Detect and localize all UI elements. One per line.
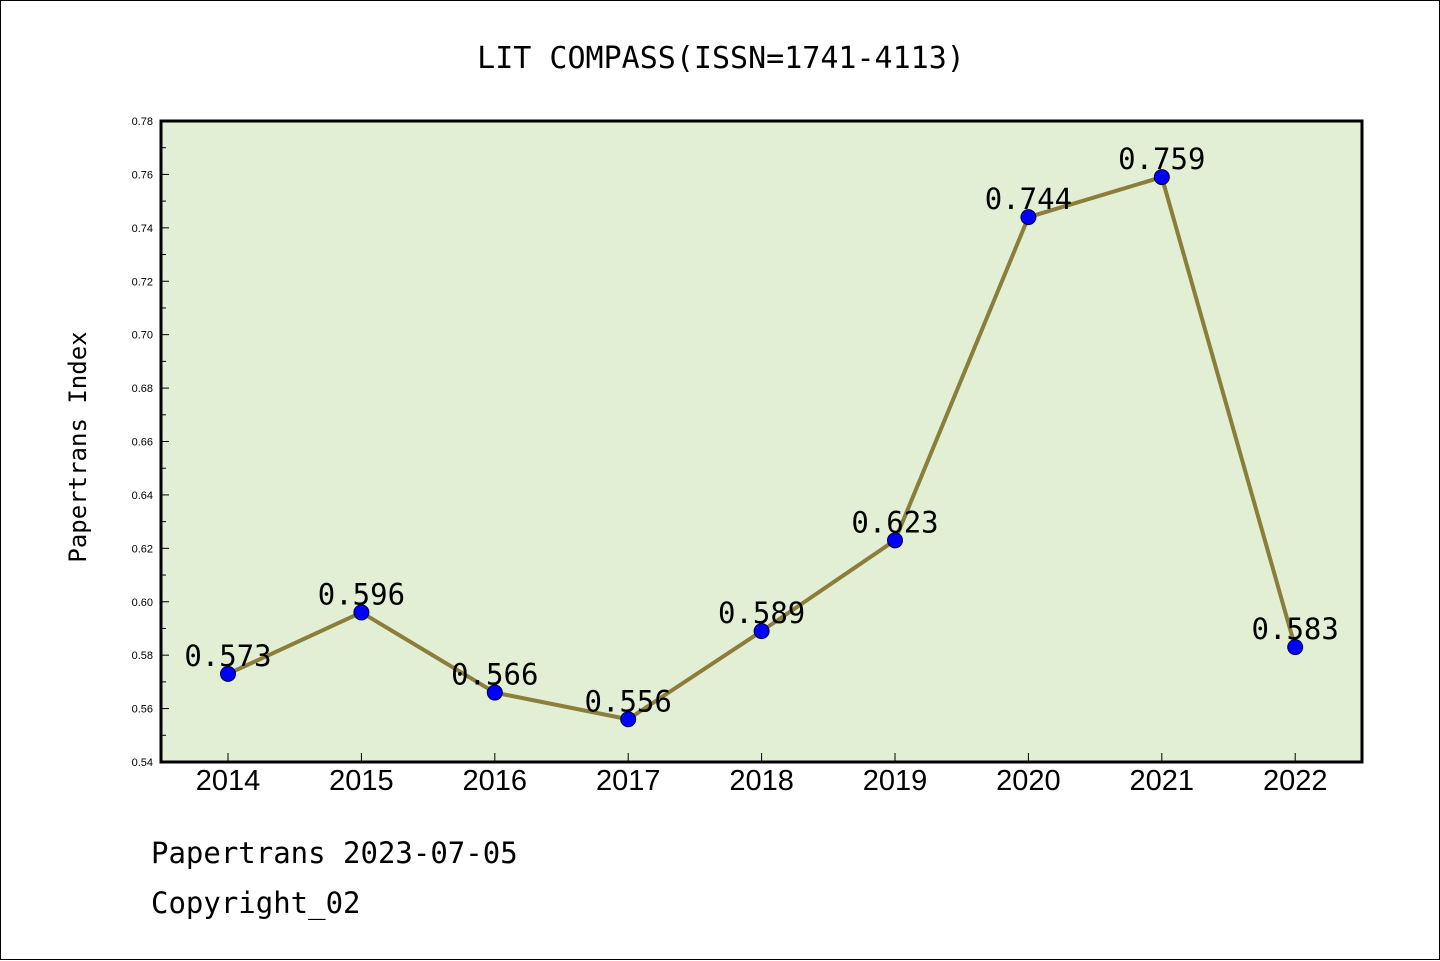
x-tick-label: 2022 bbox=[1263, 765, 1328, 797]
footer-date: Papertrans 2023-07-05 bbox=[151, 836, 518, 870]
data-point bbox=[1020, 209, 1037, 226]
x-tick-label: 2018 bbox=[729, 765, 794, 797]
data-point bbox=[220, 665, 236, 682]
data-point bbox=[620, 711, 637, 728]
chart-title: LIT COMPASS(ISSN=1741-4113) bbox=[477, 41, 965, 76]
data-label: 0.596 bbox=[318, 577, 405, 611]
series-markers bbox=[220, 169, 1304, 728]
y-tick-label: 0.70 bbox=[132, 330, 153, 342]
x-tick-label: 2015 bbox=[329, 765, 394, 797]
y-tick-label: 0.74 bbox=[132, 223, 153, 235]
x-tick-label: 2014 bbox=[196, 765, 261, 797]
data-label: 0.556 bbox=[585, 684, 672, 718]
data-labels: 0.573 0.596 0.566 0.556 0.589 0.623 0.744 0.759… bbox=[184, 142, 1339, 718]
x-tick-label: 2019 bbox=[863, 765, 928, 797]
plot-area bbox=[159, 119, 1364, 764]
y-tick-label: 0.68 bbox=[132, 383, 153, 395]
data-point bbox=[1287, 639, 1304, 656]
x-tick-label: 2020 bbox=[996, 765, 1061, 797]
y-axis: 0.54 0.56 0.58 0.60 0.62 0.64 0.66 0.68 0.70 0.72… bbox=[132, 116, 169, 769]
data-label: 0.573 bbox=[184, 639, 271, 673]
y-axis-label: Papertrans Index bbox=[64, 331, 92, 562]
x-tick-label: 2021 bbox=[1130, 765, 1195, 797]
y-tick-label: 0.78 bbox=[132, 116, 153, 128]
y-tick-label: 0.66 bbox=[132, 437, 153, 449]
data-point bbox=[1153, 169, 1170, 186]
data-label: 0.589 bbox=[718, 596, 805, 630]
data-point bbox=[486, 684, 503, 701]
y-tick-label: 0.60 bbox=[132, 597, 153, 609]
data-point bbox=[753, 623, 770, 640]
data-label: 0.744 bbox=[985, 182, 1072, 216]
footer-copyright: Copyright_02 bbox=[151, 886, 361, 920]
y-tick-label: 0.72 bbox=[132, 276, 153, 288]
data-label: 0.566 bbox=[451, 658, 538, 692]
x-tick-label: 2017 bbox=[596, 765, 661, 797]
y-tick-label: 0.76 bbox=[132, 169, 153, 181]
y-tick-label: 0.62 bbox=[132, 543, 153, 555]
data-point bbox=[353, 604, 370, 621]
data-label: 0.623 bbox=[851, 505, 938, 539]
y-tick-label: 0.54 bbox=[132, 757, 153, 769]
data-label: 0.759 bbox=[1118, 142, 1205, 176]
y-tick-label: 0.64 bbox=[132, 490, 153, 502]
y-tick-label: 0.56 bbox=[132, 704, 153, 716]
x-tick-label: 2016 bbox=[463, 765, 528, 797]
data-label: 0.583 bbox=[1252, 612, 1339, 646]
x-axis: 2014 2015 2016 2017 2018 2019 2020 2021 2022 bbox=[196, 753, 1328, 797]
data-point bbox=[887, 532, 903, 549]
y-tick-label: 0.58 bbox=[132, 650, 153, 662]
